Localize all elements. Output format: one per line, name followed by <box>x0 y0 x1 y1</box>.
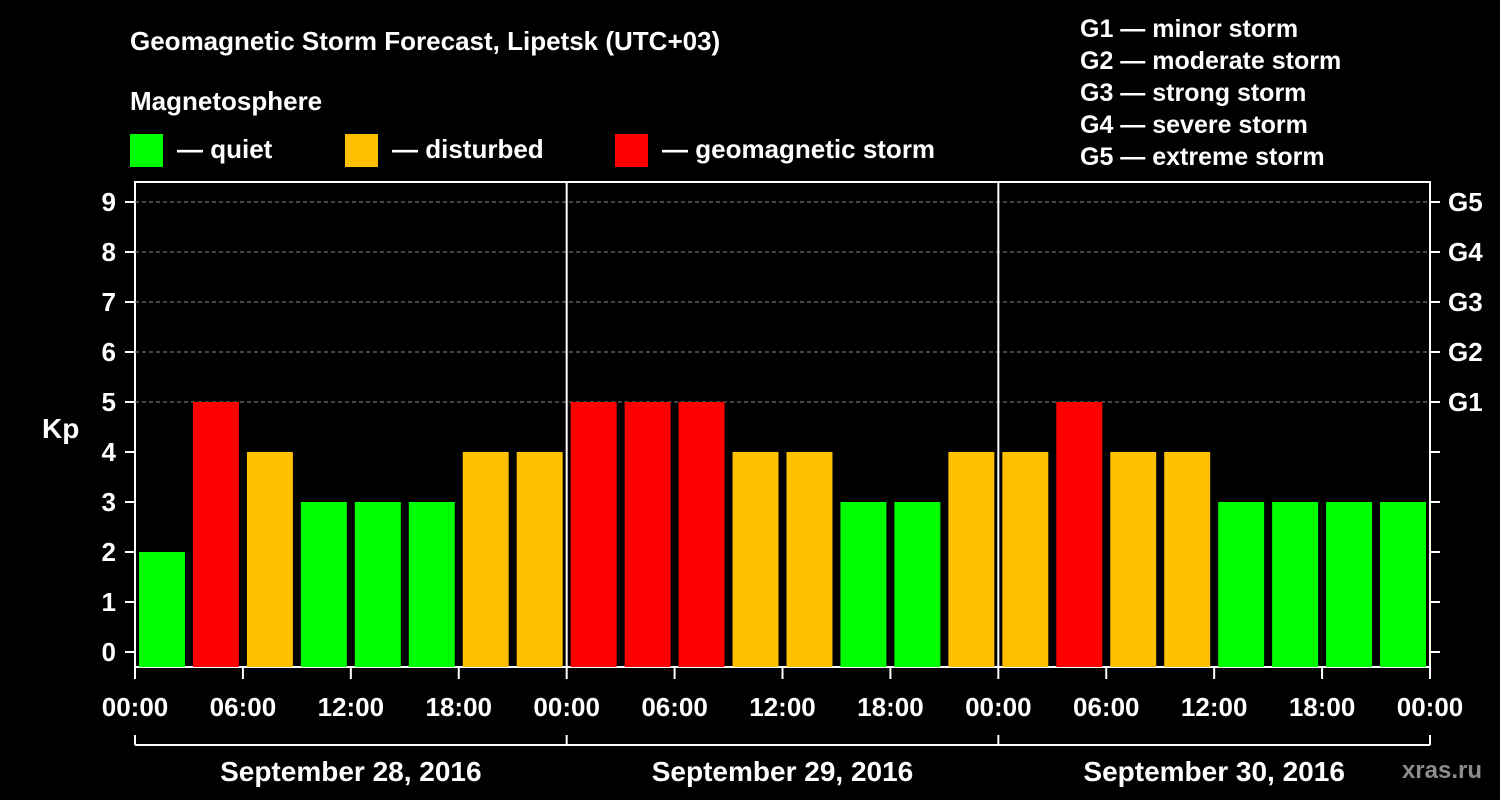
legend-swatch <box>130 134 163 167</box>
x-tick-label: 18:00 <box>426 692 493 722</box>
kp-bar <box>678 402 725 667</box>
storm-scale-key: G1 — minor storm G2 — moderate storm G3 — … <box>1080 15 1341 171</box>
right-tick-label: G3 <box>1448 287 1483 317</box>
scale-key-item: G1 — minor storm <box>1080 15 1298 43</box>
day-label: September 28, 2016 <box>220 756 482 787</box>
y-tick-label: 0 <box>102 637 116 667</box>
plot-area: 0 1 2 3 4 5 6 7 8 9 G1 G2 G3 G4 G5 Kp 00:00 06:00 12:00 18:… <box>42 181 1483 787</box>
x-tick-label: 00:00 <box>102 692 169 722</box>
watermark: xras.ru <box>1402 757 1482 784</box>
kp-bar <box>570 402 617 667</box>
kp-bar <box>408 502 455 667</box>
kp-bar <box>840 502 887 667</box>
kp-bar <box>300 502 347 667</box>
x-tick-label: 12:00 <box>749 692 816 722</box>
kp-bar <box>1272 502 1319 667</box>
legend-swatch <box>615 134 648 167</box>
kp-bar <box>1110 452 1157 667</box>
kp-bar <box>1326 502 1373 667</box>
kp-bar <box>192 402 239 667</box>
scale-key-item: G5 — extreme storm <box>1080 143 1325 171</box>
x-tick-label: 06:00 <box>210 692 277 722</box>
right-tick-label: G2 <box>1448 337 1483 367</box>
y-tick-label: 5 <box>102 387 116 417</box>
y-tick-label: 1 <box>102 587 116 617</box>
day-label: September 29, 2016 <box>652 756 914 787</box>
legend-heading: Magnetosphere <box>130 86 322 116</box>
chart-title: Geomagnetic Storm Forecast, Lipetsk (UTC… <box>130 26 720 56</box>
x-tick-label: 18:00 <box>1289 692 1356 722</box>
kp-bar <box>462 452 509 667</box>
right-tick-label: G5 <box>1448 187 1483 217</box>
scale-key-item: G4 — severe storm <box>1080 111 1308 139</box>
kp-bar <box>354 502 401 667</box>
kp-bar <box>246 452 293 667</box>
right-tick-label: G1 <box>1448 387 1483 417</box>
x-tick-label: 06:00 <box>1073 692 1140 722</box>
y-tick-label: 8 <box>102 237 116 267</box>
y-tick-label: 9 <box>102 187 116 217</box>
y-tick-label: 4 <box>102 437 117 467</box>
day-label: September 30, 2016 <box>1083 756 1345 787</box>
y-tick-label: 7 <box>102 287 116 317</box>
x-tick-label: 00:00 <box>533 692 600 722</box>
legend-label: — disturbed <box>392 134 544 164</box>
y-tick-label: 6 <box>102 337 116 367</box>
legend-label: — geomagnetic storm <box>662 134 935 164</box>
kp-bar <box>624 402 671 667</box>
kp-bar <box>1164 452 1211 667</box>
legend-label: — quiet <box>177 134 273 164</box>
x-tick-label: 12:00 <box>318 692 385 722</box>
right-tick-label: G4 <box>1448 237 1483 267</box>
kp-bar <box>139 552 185 667</box>
kp-bar <box>1380 502 1426 667</box>
scale-key-item: G3 — strong storm <box>1080 79 1306 107</box>
legend-swatch <box>345 134 378 167</box>
kp-bar <box>1056 402 1103 667</box>
x-tick-label: 00:00 <box>1397 692 1464 722</box>
x-tick-label: 18:00 <box>857 692 924 722</box>
kp-bar <box>786 452 833 667</box>
y-tick-label: 2 <box>102 537 116 567</box>
legend: — quiet — disturbed — geomagnetic storm <box>130 134 935 167</box>
x-tick-label: 00:00 <box>965 692 1032 722</box>
kp-bar <box>894 502 941 667</box>
scale-key-item: G2 — moderate storm <box>1080 47 1341 75</box>
kp-bar <box>948 452 995 667</box>
x-tick-label: 06:00 <box>641 692 708 722</box>
kp-bar <box>1002 452 1049 667</box>
kp-bar <box>516 452 563 667</box>
kp-bar <box>732 452 779 667</box>
x-tick-label: 12:00 <box>1181 692 1248 722</box>
kp-bar <box>1218 502 1265 667</box>
y-tick-label: 3 <box>102 487 116 517</box>
y-axis-label: Kp <box>42 413 79 444</box>
